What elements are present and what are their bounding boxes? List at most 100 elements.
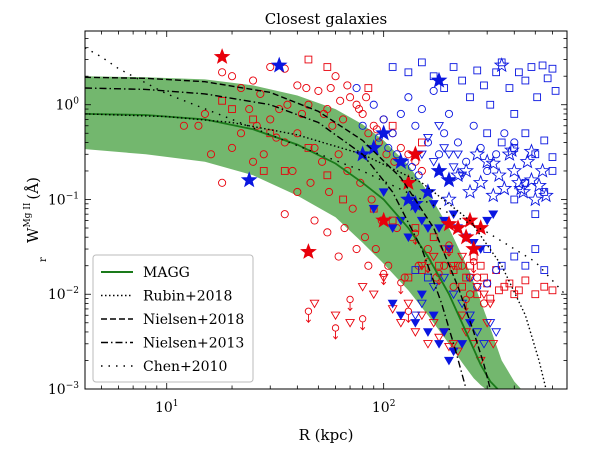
red-star: [406, 145, 424, 162]
blue-open-star: [469, 146, 486, 161]
blue-circle-point: [396, 109, 405, 118]
blue-square-point: [521, 261, 530, 270]
blue-triangle-limit-filled: [428, 311, 439, 321]
blue-star: [400, 190, 417, 207]
blue-open-star: [450, 167, 466, 183]
red-triangle-limit: [461, 328, 472, 337]
blue-triangle-limit-filled: [428, 200, 439, 209]
blue-circle-point: [358, 121, 367, 130]
red-triangle-limit: [368, 290, 379, 300]
red-square-point: [495, 286, 503, 295]
blue-star: [406, 195, 424, 211]
blue-star: [430, 71, 448, 88]
legend-label: Rubin+2018: [143, 289, 232, 305]
blue-circle-point: [444, 109, 454, 118]
blue-square-point: [551, 87, 560, 95]
red-triangle-limit: [416, 311, 427, 321]
red-circle-point: [334, 150, 343, 159]
red-circle-point: [340, 223, 349, 233]
red-square-point: [449, 266, 458, 274]
blue-square-point: [473, 66, 482, 75]
red-square-point: [323, 63, 332, 71]
red-square-point: [411, 224, 420, 232]
blue-triangle-limit-filled: [422, 224, 433, 233]
blue-square-point: [543, 74, 552, 83]
x-tick-label: 102: [372, 399, 396, 416]
red-square-point: [404, 273, 413, 282]
red-circle-point: [249, 76, 258, 85]
red-circle-point: [227, 143, 237, 152]
red-square-point: [364, 84, 373, 92]
red-square-point: [228, 105, 236, 113]
red-circle-point: [310, 216, 319, 225]
blue-open-star: [485, 187, 502, 203]
blue-triangle-limit-open: [434, 122, 445, 131]
red-triangle-limit: [434, 333, 445, 343]
red-star: [213, 48, 231, 64]
blue-open-star: [510, 174, 527, 190]
red-circle-point: [293, 81, 302, 90]
red-triangle-limit: [330, 311, 341, 321]
red-circle-point: [364, 261, 373, 270]
red-circle-point: [396, 143, 405, 152]
red-upper-limit: [380, 269, 388, 286]
red-circle-point: [259, 150, 268, 159]
blue-circle-point: [423, 138, 432, 147]
red-triangle-limit: [378, 273, 389, 283]
red-circle-point: [324, 187, 334, 197]
blue-triangle-limit-filled: [422, 328, 433, 337]
blue-triangle-limit-open: [485, 319, 496, 328]
y-tick-label: 10−2: [48, 286, 79, 303]
red-circle-point: [293, 187, 302, 197]
blue-open-star: [534, 162, 551, 178]
red-circle-point: [343, 166, 352, 176]
blue-square-point: [521, 129, 530, 138]
red-circle-point: [319, 109, 328, 118]
red-triangle-limit: [422, 340, 433, 349]
red-square-point: [304, 55, 313, 64]
red-triangle-limit: [443, 342, 454, 352]
red-square-point: [531, 290, 540, 299]
blue-triangle-limit-open: [452, 150, 463, 160]
red-circle-point: [227, 72, 237, 81]
blue-circle-point: [483, 166, 492, 176]
red-circle-point: [272, 133, 281, 142]
red-triangle-limit: [345, 319, 356, 328]
blue-square-point: [492, 68, 501, 77]
x-axis-label: R (kpc): [299, 426, 354, 444]
y-axis-label: WMg II (Å) r: [23, 177, 49, 262]
curve-nielsen-2013: [85, 87, 467, 389]
blue-star: [430, 162, 448, 179]
red-upper-limit: [397, 279, 405, 295]
blue-circle-point: [369, 100, 378, 109]
red-upper-limit: [470, 258, 478, 274]
blue-triangle-limit-open: [416, 299, 427, 309]
blue-circle-point: [388, 129, 397, 138]
blue-open-star: [527, 191, 544, 207]
blue-circle-point: [407, 162, 416, 172]
blue-open-star: [458, 162, 475, 178]
red-star: [457, 228, 475, 245]
blue-triangle-limit-filled: [416, 290, 427, 300]
blue-open-star: [501, 146, 518, 161]
red-square-point: [486, 294, 495, 303]
red-circle-point: [218, 68, 227, 77]
blue-star: [392, 153, 410, 169]
blue-star: [270, 56, 288, 73]
y-tick-label: 100: [55, 97, 79, 114]
red-circle-point: [384, 261, 393, 270]
legend-label: MAGG: [143, 265, 190, 281]
y-tick-label: 10−1: [48, 191, 79, 208]
blue-triangle-limit-filled: [434, 340, 445, 349]
blue-circle-point: [414, 171, 423, 180]
red-circle-point: [314, 86, 323, 95]
blue-square-point: [404, 68, 413, 77]
blue-square-point: [497, 138, 506, 147]
blue-circle-point: [429, 86, 438, 95]
red-circle-point: [206, 150, 216, 159]
blue-circle-point: [384, 143, 393, 152]
red-star: [300, 243, 317, 259]
y-axis-label-unit: (Å): [24, 177, 42, 200]
red-circle-point: [364, 129, 373, 138]
red-circle-point: [236, 83, 246, 93]
